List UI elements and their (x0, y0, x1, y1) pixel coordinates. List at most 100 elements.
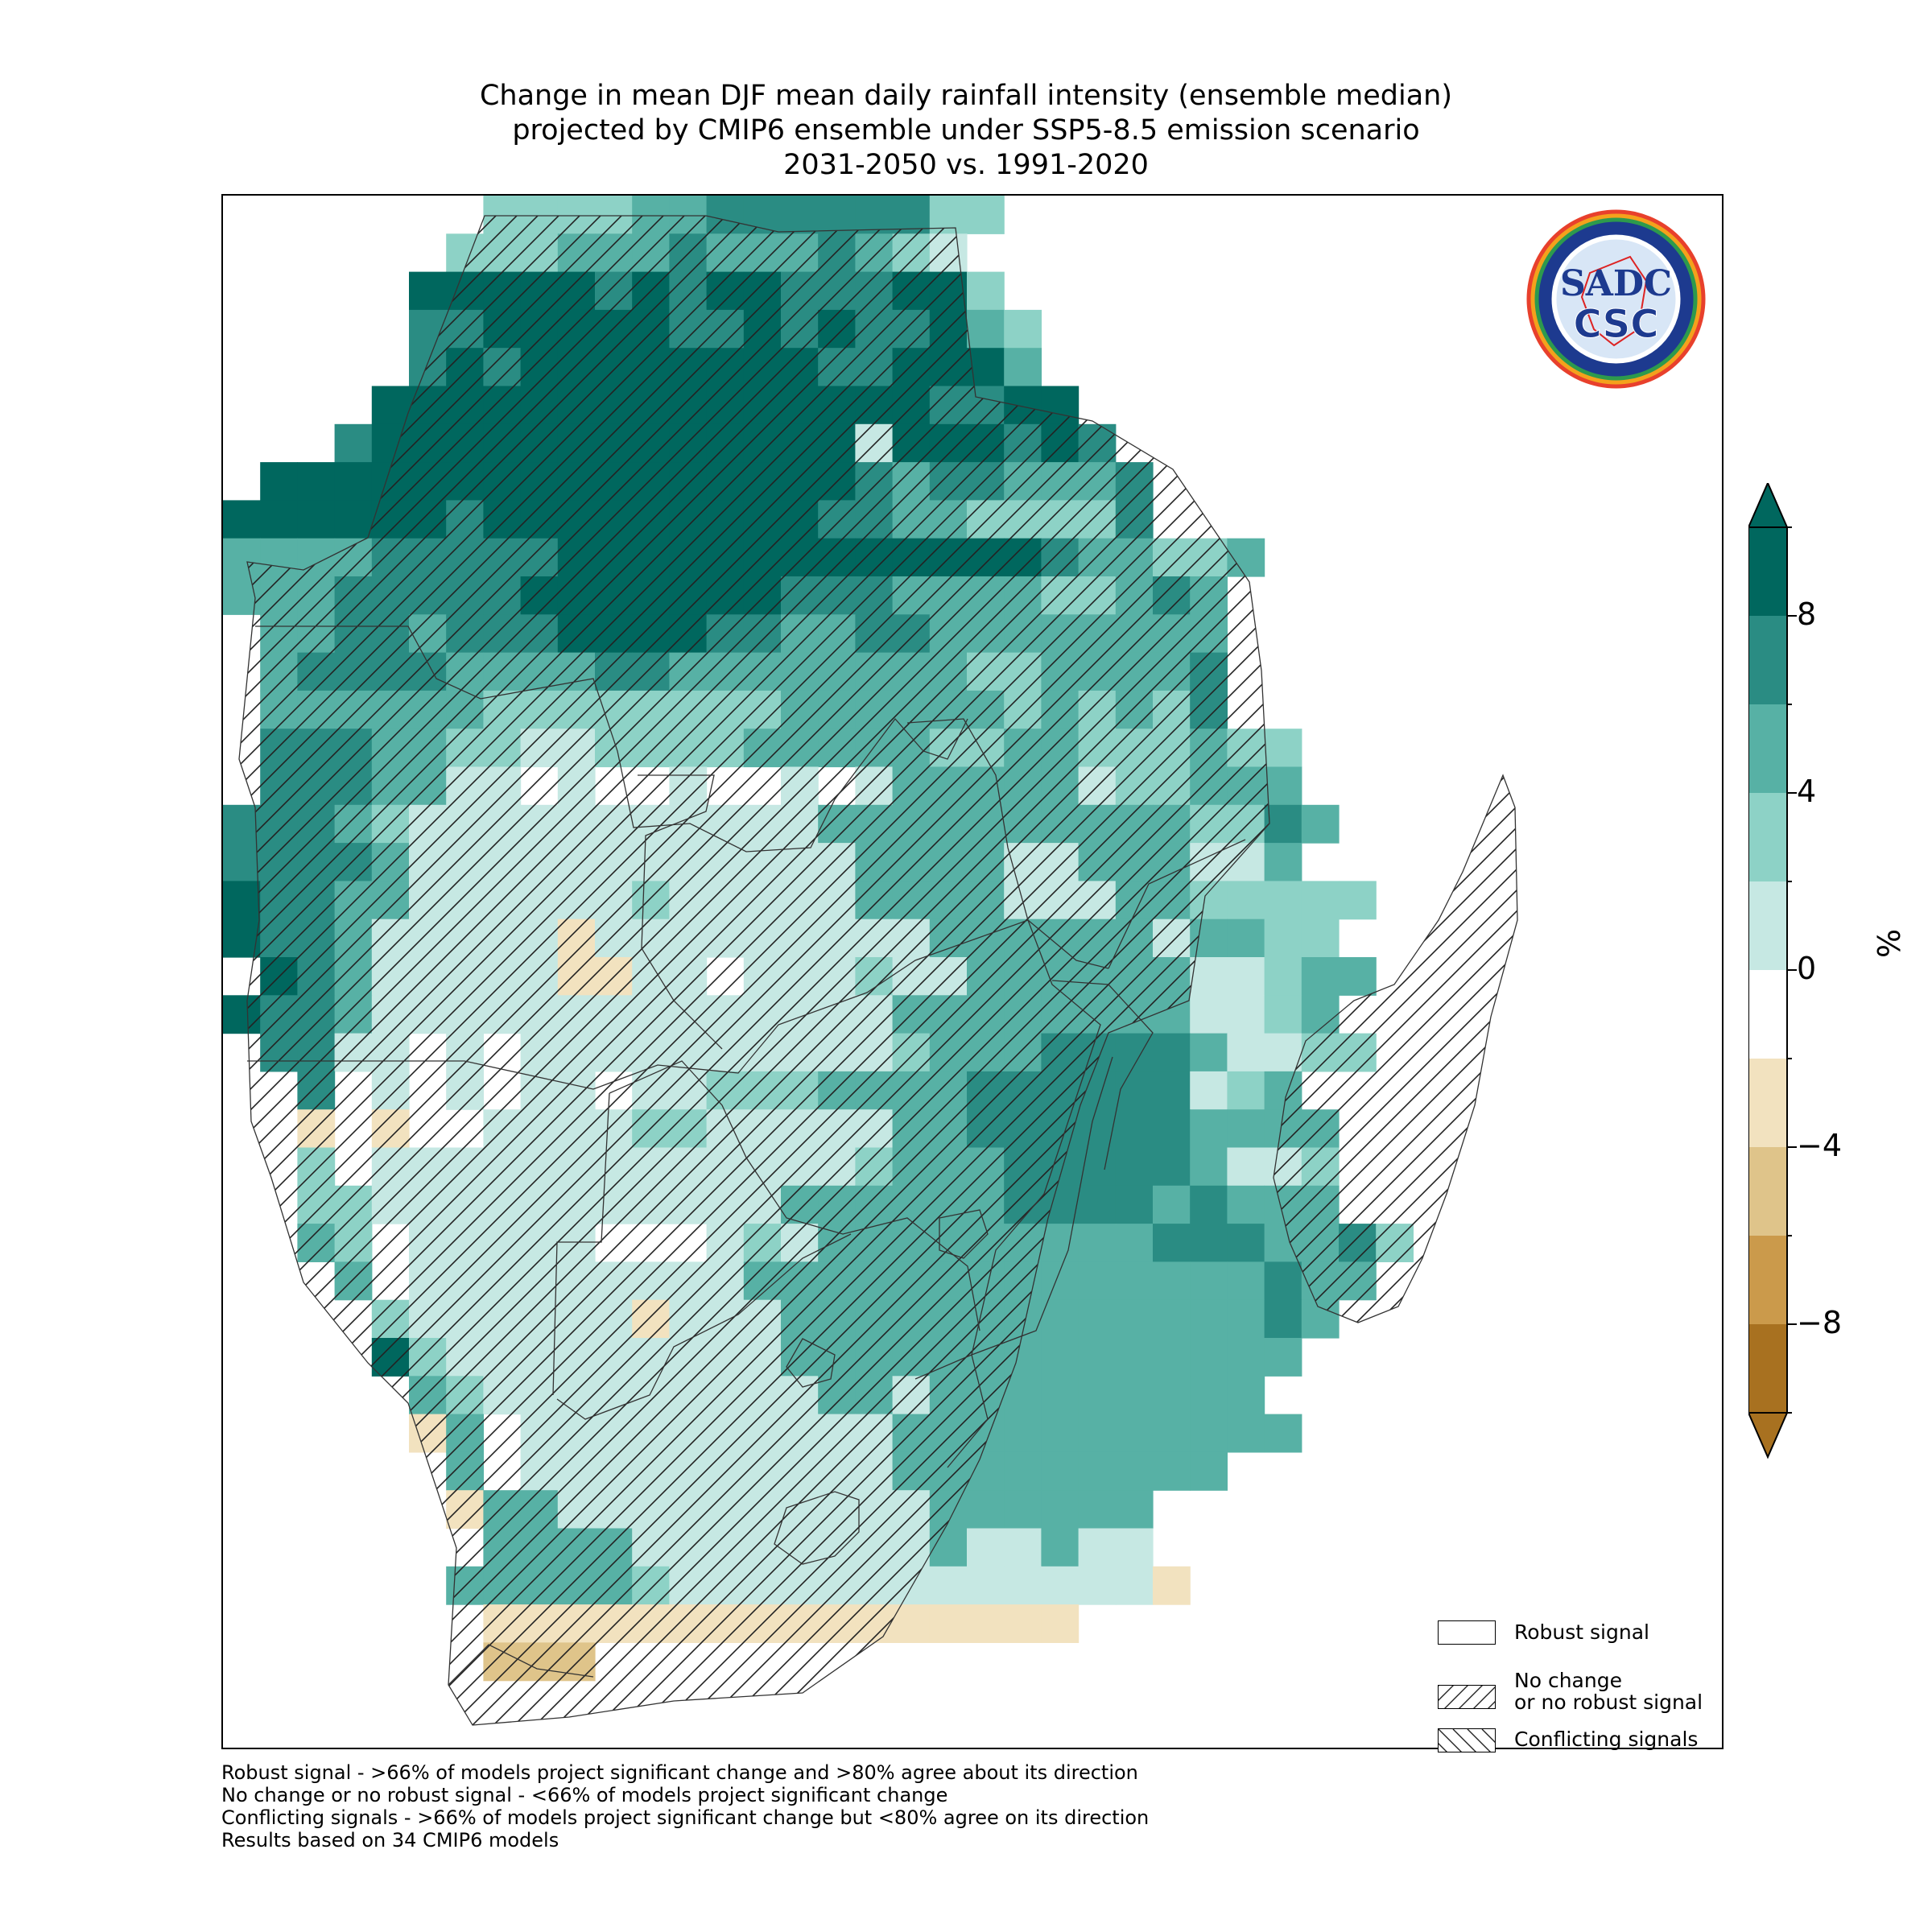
colorbar-unit: % (1872, 928, 1907, 958)
legend-robust-label: Robust signal (1514, 1620, 1649, 1644)
colorbar-tick-label: 8 (1797, 597, 1817, 632)
grid-cell (1190, 1033, 1228, 1072)
colorbar-segments (1748, 483, 1789, 1459)
colorbar-segment (1748, 616, 1787, 705)
grid-cell (1227, 881, 1265, 920)
grid-cell (1078, 1376, 1117, 1415)
grid-cell (1190, 1299, 1228, 1339)
grid-cell (855, 196, 894, 234)
grid-cell (1041, 1451, 1080, 1491)
grid-cell (1227, 1185, 1265, 1224)
note-conflicting: Conflicting signals - >66% of models pro… (221, 1806, 1150, 1829)
grid-cell (297, 500, 336, 539)
logo-csc-text: CSC (1574, 302, 1659, 347)
grid-cell (223, 843, 261, 881)
grid-cell (1115, 1185, 1154, 1224)
grid-cell (1115, 1147, 1154, 1187)
grid-cell (1115, 1451, 1154, 1491)
grid-cell (1339, 957, 1377, 996)
grid-cell (818, 196, 856, 234)
grid-cell (1264, 1299, 1302, 1339)
grid-cell (223, 804, 261, 844)
title-line-1: Change in mean DJF mean daily rainfall i… (479, 80, 1453, 112)
grid-cell (1227, 1414, 1265, 1453)
grid-cell (1153, 1566, 1191, 1605)
grid-cell (1115, 1338, 1154, 1377)
colorbar-tick-label: −4 (1797, 1128, 1843, 1163)
colorbar (1748, 483, 1797, 1459)
colorbar-tick-label: −8 (1797, 1305, 1843, 1340)
grid-cell (1264, 1414, 1302, 1453)
rainfall-change-map (223, 196, 1518, 1726)
grid-cell (929, 1566, 968, 1605)
colorbar-segment (1748, 1059, 1787, 1148)
note-models: Results based on 34 CMIP6 models (221, 1829, 559, 1852)
grid-cell (1190, 1261, 1228, 1301)
grid-cell (1115, 1414, 1154, 1453)
grid-cell (1153, 1147, 1191, 1187)
colorbar-ticks (1787, 526, 1797, 1414)
grid-cell (223, 500, 261, 539)
grid-cell (1041, 1376, 1080, 1415)
grid-cell (1190, 1451, 1228, 1491)
grid-cell (1153, 1071, 1191, 1110)
colorbar-tick-label: 4 (1797, 774, 1817, 809)
sadc-csc-logo: SADC CSC (1526, 209, 1706, 389)
legend-conflicting-label: Conflicting signals (1514, 1728, 1699, 1751)
colorbar-tick-label: 0 (1797, 951, 1817, 986)
grid-cell (260, 500, 298, 539)
grid-cell (1227, 1261, 1265, 1301)
grid-cell (1227, 957, 1265, 996)
grid-cell (1190, 1224, 1228, 1262)
grid-cell (1078, 1451, 1117, 1491)
grid-cell (1078, 1338, 1117, 1377)
grid-cell (1339, 881, 1377, 920)
grid-cell (1190, 995, 1228, 1034)
grid-cell (1264, 1033, 1302, 1072)
grid-cell (1115, 1109, 1154, 1149)
colorbar-segment (1748, 1236, 1787, 1325)
grid-cell (1227, 1033, 1265, 1072)
grid-cell (1190, 1414, 1228, 1453)
grid-cell (1078, 1414, 1117, 1453)
grid-cell (967, 271, 1005, 311)
grid-cell (1004, 1604, 1042, 1643)
grid-cell (1227, 1376, 1265, 1415)
grid-cell (1041, 1490, 1080, 1530)
grid-cell (1264, 729, 1302, 768)
grid-cell (1153, 1414, 1191, 1453)
grid-cell (1190, 1147, 1228, 1187)
grid-cell (1115, 1566, 1154, 1605)
grid-cell (1153, 1224, 1191, 1262)
grid-cell (1190, 1376, 1228, 1415)
grid-cell (260, 462, 298, 501)
country-borders (238, 215, 1518, 1726)
map-panel (221, 194, 1724, 1749)
note-no-change: No change or no robust signal - <66% of … (221, 1784, 948, 1806)
grid-cell (1153, 1451, 1191, 1491)
colorbar-segment (1748, 1324, 1787, 1414)
grid-cell (1115, 1261, 1154, 1301)
grid-cell (1115, 1299, 1154, 1339)
grid-cell (967, 1566, 1005, 1605)
grid-cell (1004, 1566, 1042, 1605)
grid-cell (1153, 1033, 1191, 1072)
grid-cell (1190, 1109, 1228, 1149)
grid-cell (1078, 1147, 1117, 1187)
grid-cell (1078, 1224, 1117, 1262)
grid-cell (1264, 1338, 1302, 1377)
grid-cell (1153, 1338, 1191, 1377)
grid-cell (1115, 1033, 1154, 1072)
grid-cell (1264, 804, 1302, 844)
grid-cell (1227, 1109, 1265, 1149)
grid-cell (1041, 1224, 1080, 1262)
grid-cell (223, 881, 261, 920)
grid-cell (1004, 309, 1042, 349)
legend-no-change-label-1: No change (1514, 1669, 1622, 1692)
grid-cell (1153, 1376, 1191, 1415)
grid-cell (1264, 995, 1302, 1034)
grid-cell (1004, 1414, 1042, 1453)
grid-cell (1153, 1261, 1191, 1301)
grid-cell (1301, 919, 1340, 958)
grid-cell (1153, 1109, 1191, 1149)
